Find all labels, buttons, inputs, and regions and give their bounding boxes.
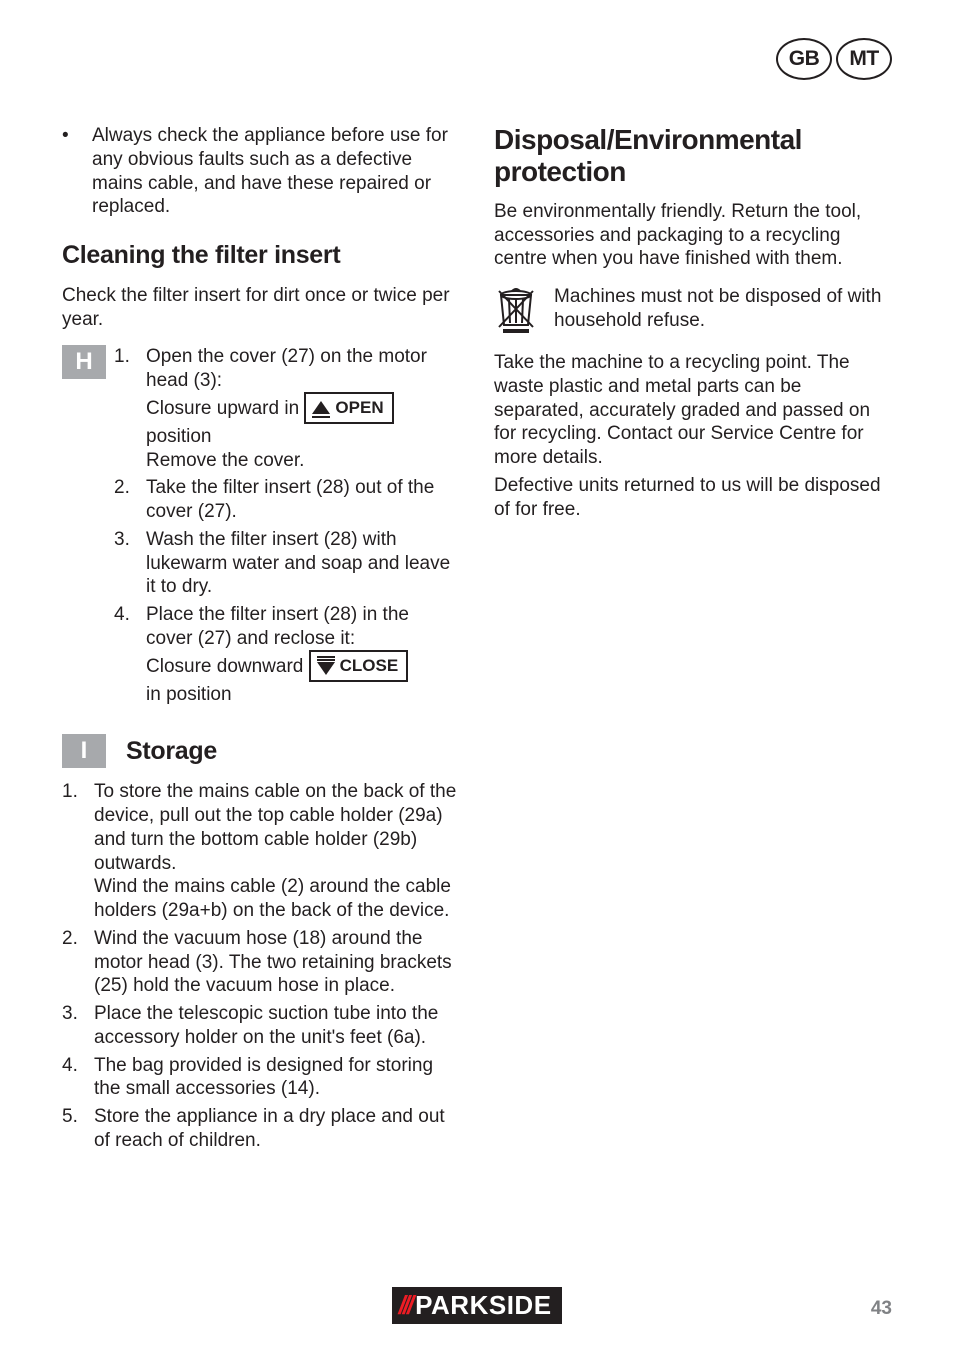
step-num: 4. xyxy=(62,1054,94,1102)
left-column: • Always check the appliance before use … xyxy=(62,124,460,1280)
step-text: Store the appliance in a dry place and o… xyxy=(94,1105,460,1153)
icon-i: I xyxy=(62,734,106,768)
triangle-up-icon xyxy=(312,401,330,414)
step-num: 3. xyxy=(62,1002,94,1050)
close-label: CLOSE xyxy=(340,655,399,676)
step-num: 3. xyxy=(114,528,146,599)
right-column: Disposal/Environmental protection Be env… xyxy=(494,124,892,1280)
clean-intro: Check the filter insert for dirt once or… xyxy=(62,284,460,332)
triangle-down-icon xyxy=(317,662,335,675)
footer: /// PARKSIDE 43 xyxy=(62,1280,892,1324)
brand-slashes-icon: /// xyxy=(398,1290,411,1321)
step-text: To store the mains cable on the back of … xyxy=(94,780,460,923)
step-text: The bag provided is designed for storing… xyxy=(94,1054,460,1102)
step-text: Open the cover (27) on the motor head (3… xyxy=(146,346,427,391)
badge-gb: GB xyxy=(776,38,832,80)
step-text: position xyxy=(146,426,212,447)
heading-disposal: Disposal/Environmental protection xyxy=(494,124,892,188)
step-text: Place the telescopic suction tube into t… xyxy=(94,1002,460,1050)
step-text: Wind the vacuum hose (18) around the mot… xyxy=(94,927,460,998)
badge-mt: MT xyxy=(836,38,892,80)
step-text: Closure upward in xyxy=(146,398,299,419)
disposal-p2: Take the machine to a recycling point. T… xyxy=(494,351,892,470)
bullet-mark: • xyxy=(62,124,92,219)
clean-step: 2. Take the filter insert (28) out of th… xyxy=(114,476,460,524)
step-text: Remove the cover. xyxy=(146,450,304,471)
step-text: Take the filter insert (28) out of the c… xyxy=(146,476,460,524)
brand-logo: /// PARKSIDE xyxy=(392,1287,561,1324)
intro-bullet-text: Always check the appliance before use fo… xyxy=(92,124,460,219)
crossed-bin-icon xyxy=(494,285,538,333)
clean-steps: 1. Open the cover (27) on the motor head… xyxy=(114,345,460,710)
bin-text: Machines must not be disposed of with ho… xyxy=(554,285,892,333)
close-badge: CLOSE xyxy=(309,650,409,682)
intro-bullet: • Always check the appliance before use … xyxy=(62,124,460,219)
disposal-p1: Be environmentally friendly. Return the … xyxy=(494,200,892,271)
open-badge: OPEN xyxy=(304,392,393,424)
storage-step: 3. Place the telescopic suction tube int… xyxy=(62,1002,460,1050)
storage-step: 2. Wind the vacuum hose (18) around the … xyxy=(62,927,460,998)
heading-cleaning: Cleaning the filter insert xyxy=(62,241,460,270)
clean-step: 4. Place the filter insert (28) in the c… xyxy=(114,603,460,706)
brand-text: PARKSIDE xyxy=(415,1290,551,1321)
clean-step: 1. Open the cover (27) on the motor head… xyxy=(114,345,460,472)
page-number: 43 xyxy=(871,1298,892,1320)
storage-step: 5. Store the appliance in a dry place an… xyxy=(62,1105,460,1153)
step-num: 1. xyxy=(114,345,146,472)
disposal-p3: Defective units returned to us will be d… xyxy=(494,474,892,522)
step-num: 5. xyxy=(62,1105,94,1153)
step-text: Closure downward xyxy=(146,656,303,677)
clean-step: 3. Wash the filter insert (28) with luke… xyxy=(114,528,460,599)
heading-storage: Storage xyxy=(126,737,217,766)
storage-step: 1. To store the mains cable on the back … xyxy=(62,780,460,923)
step-num: 2. xyxy=(62,927,94,998)
icon-h: H xyxy=(62,345,106,379)
step-num: 2. xyxy=(114,476,146,524)
step-text: in position xyxy=(146,684,232,705)
step-num: 4. xyxy=(114,603,146,706)
header-badges: GB MT xyxy=(776,38,892,80)
step-num: 1. xyxy=(62,780,94,923)
bin-notice: Machines must not be disposed of with ho… xyxy=(494,285,892,333)
step-text: Place the filter insert (28) in the cove… xyxy=(146,604,409,649)
storage-step: 4. The bag provided is designed for stor… xyxy=(62,1054,460,1102)
storage-steps: 1. To store the mains cable on the back … xyxy=(62,780,460,1152)
open-label: OPEN xyxy=(335,397,383,418)
icon-h-wrap: H xyxy=(62,345,114,710)
step-text: Wash the filter insert (28) with lukewar… xyxy=(146,528,460,599)
